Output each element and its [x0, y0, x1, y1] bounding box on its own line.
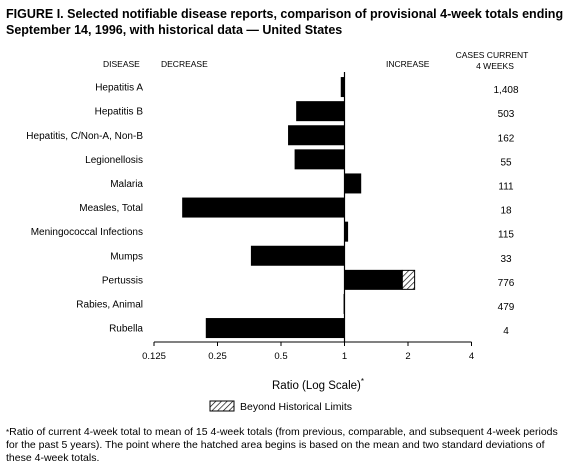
cases-value: 503 [498, 109, 515, 120]
category-label: Rubella [109, 324, 143, 335]
x-tick-label: 0.5 [274, 351, 287, 362]
cases-value: 162 [498, 133, 515, 144]
x-tick-label: 2 [405, 351, 410, 362]
x-tick-label: 0.25 [208, 351, 227, 362]
bar [288, 125, 345, 146]
cases-value: 18 [500, 206, 512, 217]
cases-header-line1: CASES CURRENT [456, 50, 529, 60]
category-label: Meningococcal Infections [31, 227, 143, 238]
x-axis-label: Ratio (Log Scale)* [272, 377, 364, 392]
legend-label: Beyond Historical Limits [240, 401, 352, 413]
footnote: *Ratio of current 4-week total to mean o… [6, 426, 564, 465]
bar-hatched-segment [401, 269, 416, 290]
legend-swatch [209, 400, 235, 412]
footnote-text: Ratio of current 4-week total to mean of… [6, 426, 558, 464]
decrease-header: DECREASE [161, 59, 208, 69]
bar [340, 77, 345, 98]
figure-title: FIGURE I. Selected notifiable disease re… [6, 7, 564, 37]
bar [296, 101, 345, 122]
cases-value: 776 [498, 278, 515, 289]
category-label: Hepatitis A [95, 83, 143, 94]
cases-value: 55 [500, 157, 512, 168]
category-label: Legionellosis [85, 155, 143, 166]
cases-value: 4 [503, 326, 509, 337]
cases-value: 33 [500, 254, 512, 265]
bar [250, 245, 345, 266]
cases-value: 115 [498, 230, 514, 241]
category-label: Malaria [110, 179, 143, 190]
cases-header-line2: 4 WEEKS [476, 61, 514, 71]
category-label: Rabies, Animal [76, 299, 143, 310]
plot-area: Hepatitis A 1,408 Hepatitis B 503 Hepatitis,… [26, 72, 519, 362]
disease-header: DISEASE [103, 59, 140, 69]
bar [182, 197, 345, 218]
bar [344, 221, 349, 242]
x-axis-label-text: Ratio (Log Scale) [272, 380, 361, 392]
bar [344, 173, 362, 194]
x-tick-label: 4 [469, 351, 474, 362]
category-label: Measles, Total [79, 203, 143, 214]
x-tick-label: 0.125 [142, 351, 166, 362]
increase-header: INCREASE [386, 59, 430, 69]
x-axis-label-mark: * [361, 377, 364, 386]
category-label: Hepatitis, C/Non-A, Non-B [26, 131, 143, 142]
chart: DISEASE DECREASE INCREASE CASES CURRENT … [26, 50, 529, 413]
bar [205, 318, 345, 339]
category-label: Hepatitis B [95, 107, 144, 118]
cases-value: 1,408 [493, 85, 518, 96]
footnote-mark: * [6, 428, 10, 437]
category-label: Pertussis [102, 275, 143, 286]
bar [294, 149, 345, 170]
bar [344, 269, 403, 290]
category-label: Mumps [110, 251, 143, 262]
cases-value: 479 [498, 302, 515, 313]
x-tick-label: 1 [342, 351, 347, 362]
cases-value: 111 [498, 181, 514, 192]
